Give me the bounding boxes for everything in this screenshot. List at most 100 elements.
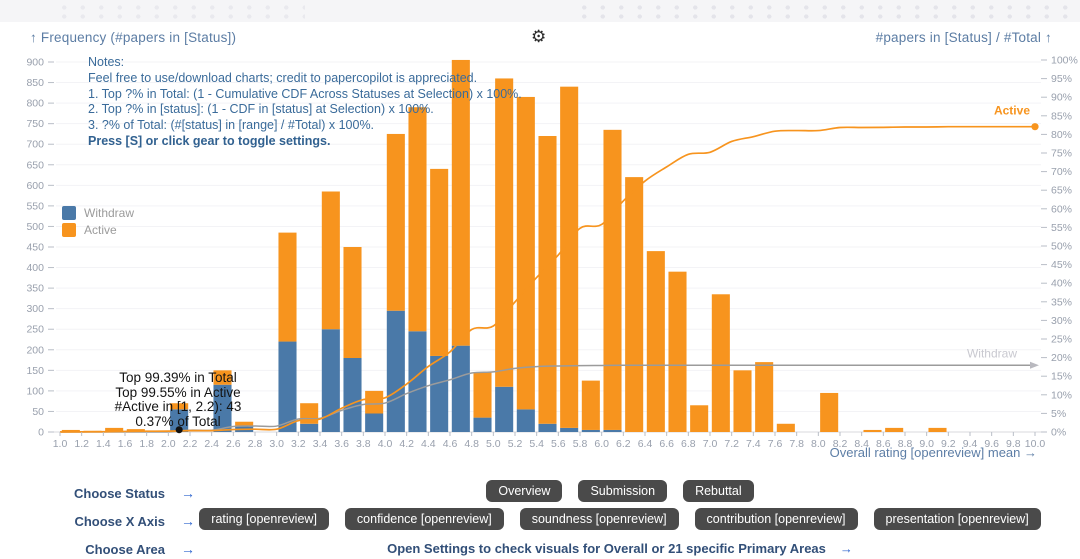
settings-note-text: Open Settings to check visuals for Overa… <box>387 541 826 556</box>
tab-rebuttal[interactable]: Rebuttal <box>683 480 754 502</box>
choose-x-axis-label: Choose X Axis → <box>20 513 195 529</box>
svg-text:500: 500 <box>26 221 44 233</box>
svg-text:1.8: 1.8 <box>139 438 154 450</box>
svg-text:1.2: 1.2 <box>74 438 89 450</box>
svg-text:2.2: 2.2 <box>183 438 198 450</box>
choose-x-axis-text: Choose X Axis <box>74 513 165 529</box>
svg-text:5.0: 5.0 <box>486 438 501 450</box>
svg-text:60%: 60% <box>1051 203 1072 215</box>
legend-item-withdraw[interactable]: Withdraw <box>62 206 134 220</box>
svg-text:900: 900 <box>26 57 44 69</box>
note-line: Notes: <box>88 55 125 69</box>
svg-text:650: 650 <box>26 159 44 171</box>
svg-text:7.6: 7.6 <box>768 438 783 450</box>
svg-text:25%: 25% <box>1051 334 1072 346</box>
tab-submission[interactable]: Submission <box>578 480 668 502</box>
svg-text:6.6: 6.6 <box>659 438 674 450</box>
svg-text:10%: 10% <box>1051 389 1072 401</box>
svg-text:70%: 70% <box>1051 166 1072 178</box>
svg-text:15%: 15% <box>1051 371 1072 383</box>
svg-text:750: 750 <box>26 118 44 130</box>
svg-text:150: 150 <box>26 365 44 377</box>
svg-text:75%: 75% <box>1051 148 1072 160</box>
svg-text:9.2: 9.2 <box>941 438 956 450</box>
svg-text:3.2: 3.2 <box>291 438 306 450</box>
note-line: Feel free to use/download charts; credit… <box>88 70 478 85</box>
svg-text:2.8: 2.8 <box>248 438 263 450</box>
svg-text:5.2: 5.2 <box>508 438 523 450</box>
svg-text:1.4: 1.4 <box>96 438 111 450</box>
tab-rating[interactable]: rating [openreview] <box>199 508 329 530</box>
legend-item-active[interactable]: Active <box>62 223 134 237</box>
svg-text:8.8: 8.8 <box>898 438 913 450</box>
right-axis-title: #papers in [Status] / #Total ↑ <box>875 30 1052 45</box>
svg-text:2.6: 2.6 <box>226 438 241 450</box>
svg-text:350: 350 <box>26 283 44 295</box>
tooltip-line: Top 99.39% in Total <box>119 370 237 385</box>
dot-pattern-left <box>55 2 305 20</box>
svg-text:10.0: 10.0 <box>1025 438 1046 450</box>
svg-text:9.4: 9.4 <box>963 438 978 450</box>
chart-legend: Withdraw Active <box>62 206 134 240</box>
svg-text:45%: 45% <box>1051 259 1072 271</box>
choose-area-label: Choose Area → <box>20 541 195 557</box>
svg-text:3.6: 3.6 <box>334 438 349 450</box>
choose-status-label: Choose Status → <box>20 485 195 501</box>
svg-text:5.4: 5.4 <box>529 438 544 450</box>
svg-text:9.0: 9.0 <box>919 438 934 450</box>
svg-text:0: 0 <box>38 427 44 439</box>
note-line: 3. ?% of Total: (#[status] in [range] / … <box>88 118 375 133</box>
tab-confidence[interactable]: confidence [openreview] <box>344 508 504 530</box>
tab-soundness[interactable]: soundness [openreview] <box>519 508 679 530</box>
legend-label: Active <box>84 223 117 237</box>
left-axis-title: ↑ Frequency (#papers in [Status]) <box>30 30 237 45</box>
svg-text:4.2: 4.2 <box>399 438 414 450</box>
svg-text:600: 600 <box>26 180 44 192</box>
svg-text:20%: 20% <box>1051 352 1072 364</box>
svg-text:400: 400 <box>26 262 44 274</box>
settings-gear-icon[interactable]: ⚙ <box>531 27 547 46</box>
svg-text:300: 300 <box>26 303 44 315</box>
svg-text:2.0: 2.0 <box>161 438 176 450</box>
right-arrow-icon: → <box>181 485 195 501</box>
svg-text:8.4: 8.4 <box>854 438 869 450</box>
svg-text:3.8: 3.8 <box>356 438 371 450</box>
right-arrow-icon: → <box>181 541 195 557</box>
svg-text:4.4: 4.4 <box>421 438 436 450</box>
svg-text:4.8: 4.8 <box>464 438 479 450</box>
svg-text:450: 450 <box>26 242 44 254</box>
svg-text:85%: 85% <box>1051 110 1072 122</box>
tab-contribution[interactable]: contribution [openreview] <box>694 508 858 530</box>
svg-text:8.0: 8.0 <box>811 438 826 450</box>
svg-text:700: 700 <box>26 139 44 151</box>
svg-text:1.0: 1.0 <box>53 438 68 450</box>
choose-area-text: Choose Area <box>85 541 165 557</box>
svg-text:6.8: 6.8 <box>681 438 696 450</box>
svg-text:8.6: 8.6 <box>876 438 891 450</box>
svg-text:800: 800 <box>26 98 44 110</box>
tooltip-line: Top 99.55% in Active <box>115 384 241 400</box>
svg-text:5%: 5% <box>1051 408 1066 420</box>
tab-overview[interactable]: Overview <box>486 480 563 502</box>
svg-text:5.6: 5.6 <box>551 438 566 450</box>
svg-text:9.6: 9.6 <box>984 438 999 450</box>
tooltip-line: 0.37% of Total <box>135 413 221 429</box>
svg-text:200: 200 <box>26 344 44 356</box>
svg-text:100%: 100% <box>1051 55 1078 67</box>
svg-text:Active: Active <box>994 104 1030 118</box>
svg-text:9.8: 9.8 <box>1006 438 1021 450</box>
right-arrow-icon: → <box>839 541 853 556</box>
svg-text:1.6: 1.6 <box>118 438 133 450</box>
note-line: 2. Top ?% in [status]: (1 - CDF in [stat… <box>88 102 434 117</box>
svg-text:2.4: 2.4 <box>204 438 219 450</box>
status-tab-row: Overview Submission Rebuttal <box>160 480 1080 502</box>
svg-text:35%: 35% <box>1051 296 1072 308</box>
tab-presentation[interactable]: presentation [openreview] <box>873 508 1041 530</box>
svg-text:65%: 65% <box>1051 185 1072 197</box>
frequency-histogram-chart[interactable]: Active Withdraw 0 50 100 150 200 250 300 350 400 45… <box>0 0 1080 470</box>
svg-text:4.6: 4.6 <box>443 438 458 450</box>
tooltip-line: #Active in [1, 2.2): 43 <box>114 399 242 415</box>
legend-color-swatch-active <box>62 223 76 237</box>
chart-tooltip: Top 99.39% in Total Top 99.55% in Active… <box>93 370 263 429</box>
